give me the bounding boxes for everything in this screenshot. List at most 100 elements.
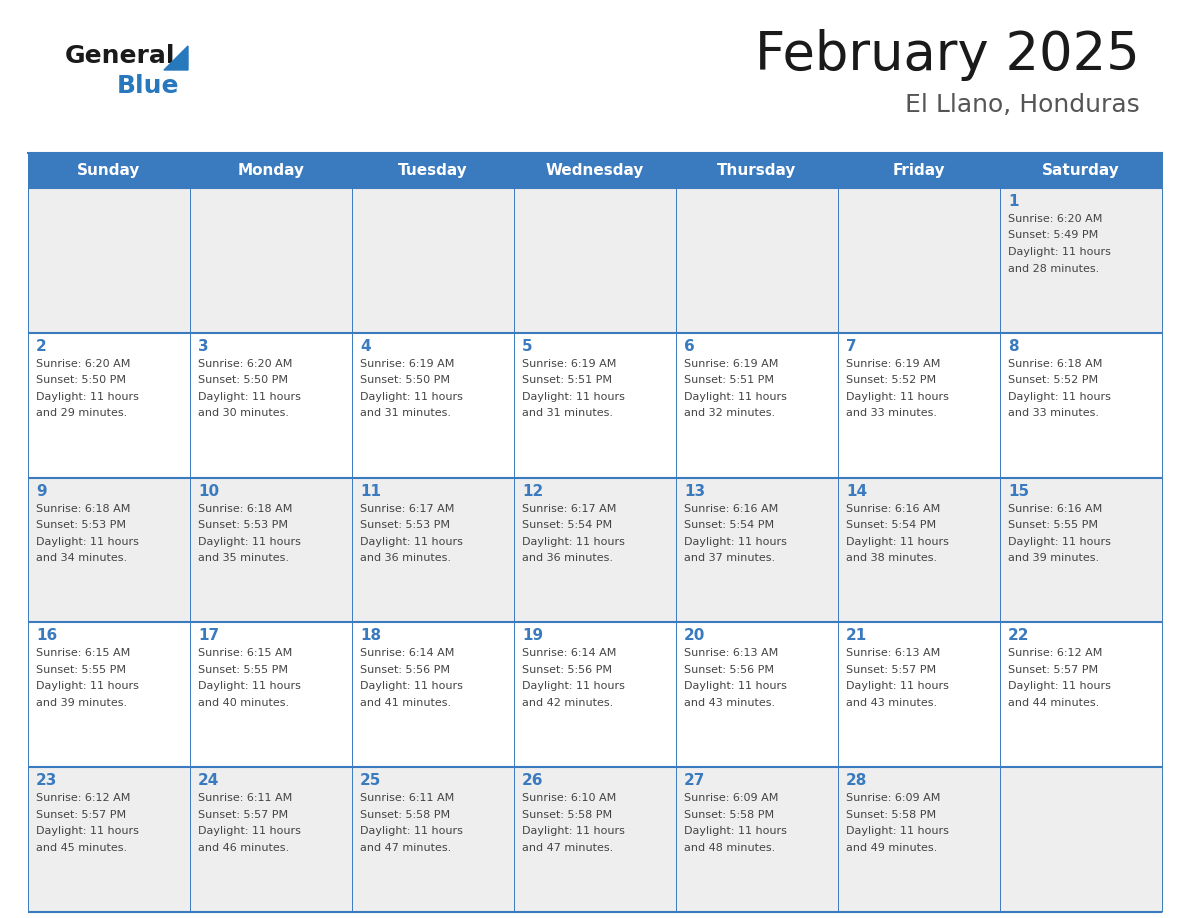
Text: Sunrise: 6:14 AM: Sunrise: 6:14 AM: [522, 648, 617, 658]
Text: Sunrise: 6:20 AM: Sunrise: 6:20 AM: [198, 359, 292, 369]
Text: and 48 minutes.: and 48 minutes.: [684, 843, 776, 853]
Text: Sunset: 5:57 PM: Sunset: 5:57 PM: [36, 810, 126, 820]
Text: 1: 1: [1007, 194, 1018, 209]
Text: Daylight: 11 hours: Daylight: 11 hours: [522, 392, 625, 402]
Text: and 39 minutes.: and 39 minutes.: [36, 698, 127, 708]
Text: Sunrise: 6:10 AM: Sunrise: 6:10 AM: [522, 793, 617, 803]
Text: Sunrise: 6:14 AM: Sunrise: 6:14 AM: [360, 648, 454, 658]
Text: and 43 minutes.: and 43 minutes.: [684, 698, 775, 708]
Text: Sunrise: 6:13 AM: Sunrise: 6:13 AM: [846, 648, 940, 658]
Text: 8: 8: [1007, 339, 1018, 353]
Text: Daylight: 11 hours: Daylight: 11 hours: [684, 681, 786, 691]
Text: Daylight: 11 hours: Daylight: 11 hours: [522, 826, 625, 836]
Text: Daylight: 11 hours: Daylight: 11 hours: [684, 826, 786, 836]
Text: and 46 minutes.: and 46 minutes.: [198, 843, 289, 853]
Text: and 34 minutes.: and 34 minutes.: [36, 554, 127, 563]
Text: Sunset: 5:54 PM: Sunset: 5:54 PM: [522, 521, 612, 530]
Text: Sunrise: 6:19 AM: Sunrise: 6:19 AM: [360, 359, 454, 369]
Text: Sunrise: 6:17 AM: Sunrise: 6:17 AM: [360, 504, 454, 513]
Text: 23: 23: [36, 773, 57, 789]
Text: Daylight: 11 hours: Daylight: 11 hours: [198, 826, 301, 836]
Text: 17: 17: [198, 629, 219, 644]
Text: Daylight: 11 hours: Daylight: 11 hours: [684, 392, 786, 402]
Text: Daylight: 11 hours: Daylight: 11 hours: [198, 681, 301, 691]
Bar: [29, 622, 1162, 767]
Text: and 45 minutes.: and 45 minutes.: [36, 843, 127, 853]
Text: Sunset: 5:52 PM: Sunset: 5:52 PM: [846, 375, 936, 386]
Text: Sunset: 5:51 PM: Sunset: 5:51 PM: [522, 375, 612, 386]
Text: Sunset: 5:55 PM: Sunset: 5:55 PM: [1007, 521, 1098, 530]
Text: Daylight: 11 hours: Daylight: 11 hours: [198, 537, 301, 546]
Text: Sunrise: 6:12 AM: Sunrise: 6:12 AM: [1007, 648, 1102, 658]
Text: 10: 10: [198, 484, 219, 498]
Text: and 47 minutes.: and 47 minutes.: [522, 843, 613, 853]
Text: Sunrise: 6:20 AM: Sunrise: 6:20 AM: [1007, 214, 1102, 224]
Text: Sunrise: 6:12 AM: Sunrise: 6:12 AM: [36, 793, 131, 803]
Text: and 36 minutes.: and 36 minutes.: [360, 554, 451, 563]
Text: and 31 minutes.: and 31 minutes.: [360, 409, 451, 419]
Text: Sunset: 5:58 PM: Sunset: 5:58 PM: [360, 810, 450, 820]
Text: 2: 2: [36, 339, 46, 353]
Text: Sunset: 5:50 PM: Sunset: 5:50 PM: [360, 375, 450, 386]
Text: and 28 minutes.: and 28 minutes.: [1007, 263, 1099, 274]
Text: 14: 14: [846, 484, 867, 498]
Text: Sunset: 5:51 PM: Sunset: 5:51 PM: [684, 375, 775, 386]
Text: Sunset: 5:52 PM: Sunset: 5:52 PM: [1007, 375, 1098, 386]
Text: Daylight: 11 hours: Daylight: 11 hours: [846, 681, 949, 691]
Text: 12: 12: [522, 484, 543, 498]
Text: Sunrise: 6:09 AM: Sunrise: 6:09 AM: [684, 793, 778, 803]
Text: Sunrise: 6:16 AM: Sunrise: 6:16 AM: [1007, 504, 1102, 513]
Text: Saturday: Saturday: [1042, 163, 1120, 178]
Text: Daylight: 11 hours: Daylight: 11 hours: [360, 681, 463, 691]
Text: General: General: [65, 44, 176, 68]
Text: 4: 4: [360, 339, 371, 353]
Text: Tuesday: Tuesday: [398, 163, 468, 178]
Text: Sunrise: 6:19 AM: Sunrise: 6:19 AM: [522, 359, 617, 369]
Text: Sunset: 5:53 PM: Sunset: 5:53 PM: [36, 521, 126, 530]
Text: and 38 minutes.: and 38 minutes.: [846, 554, 937, 563]
Text: 3: 3: [198, 339, 209, 353]
Text: Sunset: 5:58 PM: Sunset: 5:58 PM: [684, 810, 775, 820]
Text: Sunrise: 6:11 AM: Sunrise: 6:11 AM: [360, 793, 454, 803]
Text: Sunset: 5:53 PM: Sunset: 5:53 PM: [360, 521, 450, 530]
Text: Daylight: 11 hours: Daylight: 11 hours: [36, 537, 139, 546]
Text: 20: 20: [684, 629, 706, 644]
Text: Sunset: 5:56 PM: Sunset: 5:56 PM: [360, 665, 450, 675]
Text: and 32 minutes.: and 32 minutes.: [684, 409, 775, 419]
Text: Daylight: 11 hours: Daylight: 11 hours: [846, 392, 949, 402]
Text: 26: 26: [522, 773, 543, 789]
Text: 5: 5: [522, 339, 532, 353]
Text: Sunset: 5:54 PM: Sunset: 5:54 PM: [846, 521, 936, 530]
Text: Daylight: 11 hours: Daylight: 11 hours: [522, 537, 625, 546]
Bar: [29, 477, 1162, 622]
Text: Sunrise: 6:09 AM: Sunrise: 6:09 AM: [846, 793, 941, 803]
Text: Sunrise: 6:20 AM: Sunrise: 6:20 AM: [36, 359, 131, 369]
Text: Daylight: 11 hours: Daylight: 11 hours: [360, 537, 463, 546]
Text: and 47 minutes.: and 47 minutes.: [360, 843, 451, 853]
Text: Daylight: 11 hours: Daylight: 11 hours: [36, 392, 139, 402]
Bar: [29, 767, 1162, 912]
Text: Sunrise: 6:17 AM: Sunrise: 6:17 AM: [522, 504, 617, 513]
Text: Sunset: 5:56 PM: Sunset: 5:56 PM: [522, 665, 612, 675]
Text: Friday: Friday: [892, 163, 946, 178]
Text: and 33 minutes.: and 33 minutes.: [1007, 409, 1099, 419]
Text: Sunday: Sunday: [77, 163, 140, 178]
Text: Sunrise: 6:19 AM: Sunrise: 6:19 AM: [684, 359, 778, 369]
Text: Sunrise: 6:13 AM: Sunrise: 6:13 AM: [684, 648, 778, 658]
Text: Sunset: 5:54 PM: Sunset: 5:54 PM: [684, 521, 775, 530]
Text: 28: 28: [846, 773, 867, 789]
Text: and 40 minutes.: and 40 minutes.: [198, 698, 289, 708]
Text: Blue: Blue: [116, 74, 179, 98]
Text: and 35 minutes.: and 35 minutes.: [198, 554, 289, 563]
Text: Sunrise: 6:15 AM: Sunrise: 6:15 AM: [198, 648, 292, 658]
Text: Sunset: 5:58 PM: Sunset: 5:58 PM: [522, 810, 612, 820]
Text: and 36 minutes.: and 36 minutes.: [522, 554, 613, 563]
Text: 18: 18: [360, 629, 381, 644]
Text: and 49 minutes.: and 49 minutes.: [846, 843, 937, 853]
Text: 9: 9: [36, 484, 46, 498]
Text: Sunset: 5:57 PM: Sunset: 5:57 PM: [846, 665, 936, 675]
Text: Sunrise: 6:15 AM: Sunrise: 6:15 AM: [36, 648, 131, 658]
Text: Sunset: 5:53 PM: Sunset: 5:53 PM: [198, 521, 287, 530]
Text: Sunrise: 6:19 AM: Sunrise: 6:19 AM: [846, 359, 941, 369]
Text: and 30 minutes.: and 30 minutes.: [198, 409, 289, 419]
